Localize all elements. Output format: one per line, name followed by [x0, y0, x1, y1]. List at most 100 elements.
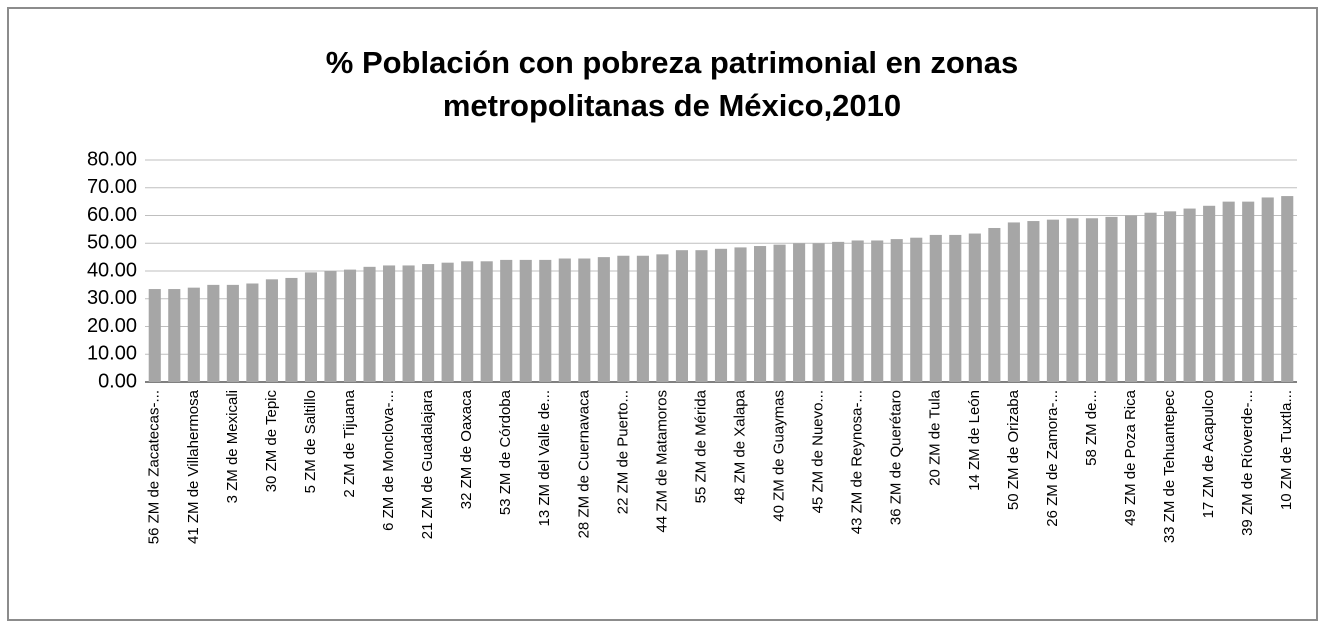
bar — [949, 234, 962, 382]
bar — [480, 261, 493, 382]
x-tick-label: 22 ZM de Puerto... — [614, 390, 631, 514]
bar — [539, 259, 552, 382]
bar — [187, 287, 200, 382]
bar — [441, 262, 454, 382]
bar — [695, 250, 708, 382]
bar — [207, 284, 220, 382]
bar — [1242, 201, 1255, 382]
x-tick-label: 49 ZM de Poza Rica — [1122, 389, 1139, 526]
bar — [578, 258, 591, 382]
bar — [890, 239, 903, 382]
x-tick-label: 10 ZM de Tuxtla... — [1278, 390, 1295, 510]
x-tick-label: 56 ZM de Zacatecas-... — [146, 390, 163, 544]
bar — [343, 269, 357, 382]
y-tick-label: 50.00 — [87, 232, 137, 254]
y-tick-label: 0.00 — [98, 370, 137, 392]
y-tick-label: 30.00 — [87, 287, 137, 309]
bar — [265, 279, 278, 382]
bar — [597, 257, 610, 382]
bar — [558, 258, 571, 382]
bar — [402, 265, 415, 382]
x-tick-label: 13 ZM del Valle de... — [536, 390, 553, 526]
x-tick-label: 17 ZM de Acapulco — [1200, 390, 1217, 518]
bar — [383, 265, 396, 382]
bar — [1281, 196, 1294, 382]
bar — [1164, 211, 1177, 382]
bar — [1085, 218, 1099, 382]
bar — [636, 255, 649, 382]
bar — [832, 241, 845, 382]
bar — [1144, 212, 1157, 382]
bar — [812, 243, 825, 382]
chart-title: % Población con pobreza patrimonial en z… — [326, 45, 1018, 80]
bar — [519, 259, 532, 382]
bar — [1261, 197, 1274, 382]
bar — [226, 284, 239, 382]
x-tick-label: 36 ZM de Querétaro — [888, 390, 905, 525]
bar — [656, 254, 669, 382]
bar — [793, 243, 806, 382]
chart-title: metropolitanas de México,2010 — [443, 88, 901, 123]
bar — [851, 240, 864, 382]
y-tick-label: 20.00 — [87, 315, 137, 337]
x-tick-label: 40 ZM de Guaymas — [771, 390, 788, 522]
bar — [422, 264, 435, 382]
bar — [363, 266, 376, 382]
bar — [734, 247, 747, 382]
x-tick-label: 30 ZM de Tepic — [263, 390, 280, 493]
bar — [461, 261, 474, 382]
x-tick-label: 45 ZM de Nuevo... — [810, 390, 827, 513]
bar — [675, 250, 689, 382]
bar — [910, 237, 923, 382]
x-tick-label: 33 ZM de Tehuantepec — [1161, 390, 1178, 544]
bar — [304, 272, 318, 382]
x-tick-label: 3 ZM de Mexicali — [224, 390, 241, 503]
bar — [168, 289, 181, 382]
y-tick-label: 60.00 — [87, 204, 137, 226]
bar — [871, 240, 884, 382]
x-tick-label: 44 ZM de Matamoros — [653, 390, 670, 533]
bar — [988, 227, 1001, 382]
x-tick-label: 50 ZM de Orizaba — [1005, 389, 1022, 510]
bar — [617, 255, 630, 382]
bar — [500, 259, 513, 382]
x-tick-label: 41 ZM de Villahermosa — [185, 389, 202, 544]
bar — [148, 289, 161, 382]
x-tick-label: 39 ZM de Ríoverde-... — [1239, 390, 1256, 536]
x-tick-label: 55 ZM de Mérida — [692, 389, 709, 503]
x-tick-label: 14 ZM de León — [966, 390, 983, 491]
bar — [714, 248, 728, 382]
x-tick-label: 28 ZM de Cuernavaca — [575, 389, 592, 538]
y-tick-label: 80.00 — [87, 148, 137, 170]
y-tick-label: 70.00 — [87, 176, 137, 198]
x-tick-label: 53 ZM de Córdoba — [497, 389, 514, 515]
bar — [1222, 201, 1235, 382]
bar — [929, 234, 942, 382]
bar — [285, 277, 298, 382]
bar — [1046, 219, 1059, 382]
bar — [1183, 208, 1196, 382]
x-tick-label: 26 ZM de Zamora-... — [1044, 390, 1061, 527]
x-tick-label: 2 ZM de Tijuana — [341, 389, 358, 497]
x-tick-label: 32 ZM de Oaxaca — [458, 389, 475, 509]
x-tick-label: 58 ZM de... — [1083, 390, 1100, 466]
x-tick-label: 6 ZM de Monclova-... — [380, 390, 397, 531]
x-tick-label: 21 ZM de Guadalajara — [419, 389, 436, 539]
bar — [1203, 205, 1216, 382]
bar — [1105, 216, 1118, 382]
x-tick-label: 43 ZM de Reynosa-... — [849, 390, 866, 534]
bar — [1066, 218, 1079, 382]
bar — [324, 271, 337, 382]
x-tick-label: 20 ZM de Tula — [927, 389, 944, 486]
bar — [753, 246, 767, 382]
bar — [773, 244, 786, 382]
bar — [1124, 215, 1138, 382]
bar — [1027, 221, 1040, 382]
bar — [968, 233, 981, 382]
x-tick-label: 5 ZM de Saltillo — [302, 390, 319, 493]
x-tick-label: 48 ZM de Xalapa — [731, 389, 748, 504]
bar — [1007, 222, 1020, 382]
y-tick-label: 10.00 — [87, 343, 137, 365]
bar — [246, 283, 259, 382]
